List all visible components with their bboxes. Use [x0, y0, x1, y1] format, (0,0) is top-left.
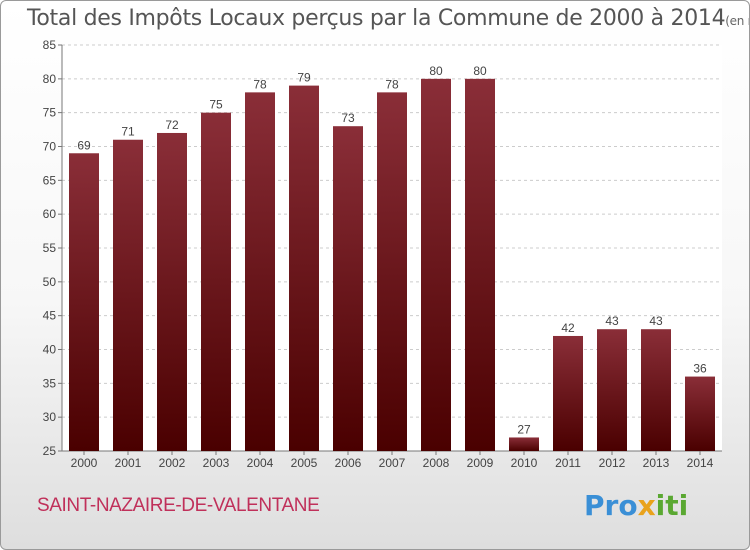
x-tick-label: 2008: [423, 456, 450, 470]
y-tick-label: 85: [43, 38, 57, 52]
bar-2007: [377, 92, 407, 451]
bar-2000: [69, 153, 99, 451]
data-label-2013: 43: [649, 314, 663, 328]
y-tick-label: 25: [43, 444, 57, 458]
x-tick-label: 2005: [291, 456, 318, 470]
bar-2010: [509, 437, 539, 451]
logo-part-2: x: [637, 489, 656, 522]
bar-2009: [465, 78, 495, 451]
bar-2003: [201, 112, 231, 452]
proxiti-logo: Proxiti: [584, 489, 688, 522]
data-label-2009: 80: [473, 64, 487, 78]
x-tick-label: 2001: [115, 456, 142, 470]
y-tick-label: 60: [43, 207, 57, 221]
x-tick-label: 2006: [335, 456, 362, 470]
bar-2005: [289, 85, 319, 451]
data-label-2000: 69: [77, 138, 91, 152]
y-tick-label: 80: [43, 72, 57, 86]
data-label-2003: 75: [209, 98, 223, 112]
x-tick-label: 2011: [555, 456, 581, 470]
data-label-2007: 78: [385, 77, 399, 91]
chart-unit: (en milliers d'€): [725, 14, 749, 28]
x-tick-label: 2002: [159, 456, 186, 470]
x-tick-label: 2014: [687, 456, 714, 470]
bar-2011: [553, 335, 583, 451]
y-tick-label: 65: [43, 173, 57, 187]
data-label-2004: 78: [253, 77, 267, 91]
data-label-2011: 42: [561, 321, 575, 335]
y-tick-label: 75: [43, 106, 57, 120]
data-label-2006: 73: [341, 111, 355, 125]
x-tick-label: 2013: [643, 456, 670, 470]
y-tick-label: 30: [43, 410, 57, 424]
data-label-2012: 43: [605, 314, 619, 328]
data-label-2005: 79: [297, 71, 311, 85]
x-tick-label: 2004: [247, 456, 274, 470]
data-label-2008: 80: [429, 64, 443, 78]
x-tick-label: 2007: [379, 456, 406, 470]
data-label-2010: 27: [517, 422, 531, 436]
y-tick-label: 35: [43, 376, 57, 390]
bar-2006: [333, 126, 363, 451]
x-tick-label: 2010: [511, 456, 538, 470]
data-label-2001: 71: [121, 125, 135, 139]
bar-2008: [421, 78, 451, 451]
logo-part-1: Pro: [584, 489, 638, 522]
data-label-2014: 36: [693, 362, 707, 376]
x-tick-label: 2012: [599, 456, 626, 470]
bar-2002: [157, 132, 187, 451]
commune-name: SAINT-NAZAIRE-DE-VALENTANE: [37, 495, 320, 516]
y-tick-label: 55: [43, 241, 57, 255]
bar-2001: [113, 139, 143, 451]
y-tick-label: 50: [43, 275, 57, 289]
chart-title: Total des Impôts Locaux perçus par la Co…: [27, 6, 749, 31]
logo-part-3: iti: [655, 489, 689, 522]
bar-2013: [641, 329, 671, 451]
bar-2004: [245, 92, 275, 451]
x-tick-label: 2000: [71, 456, 98, 470]
chart-title-text: Total des Impôts Locaux perçus par la Co…: [27, 6, 726, 31]
x-tick-label: 2009: [467, 456, 494, 470]
y-tick-label: 40: [43, 343, 57, 357]
y-tick-label: 70: [43, 140, 57, 154]
y-tick-label: 45: [43, 309, 57, 323]
x-tick-label: 2003: [203, 456, 230, 470]
bar-2012: [597, 329, 627, 451]
data-label-2002: 72: [165, 118, 179, 132]
bar-2014: [685, 376, 715, 451]
